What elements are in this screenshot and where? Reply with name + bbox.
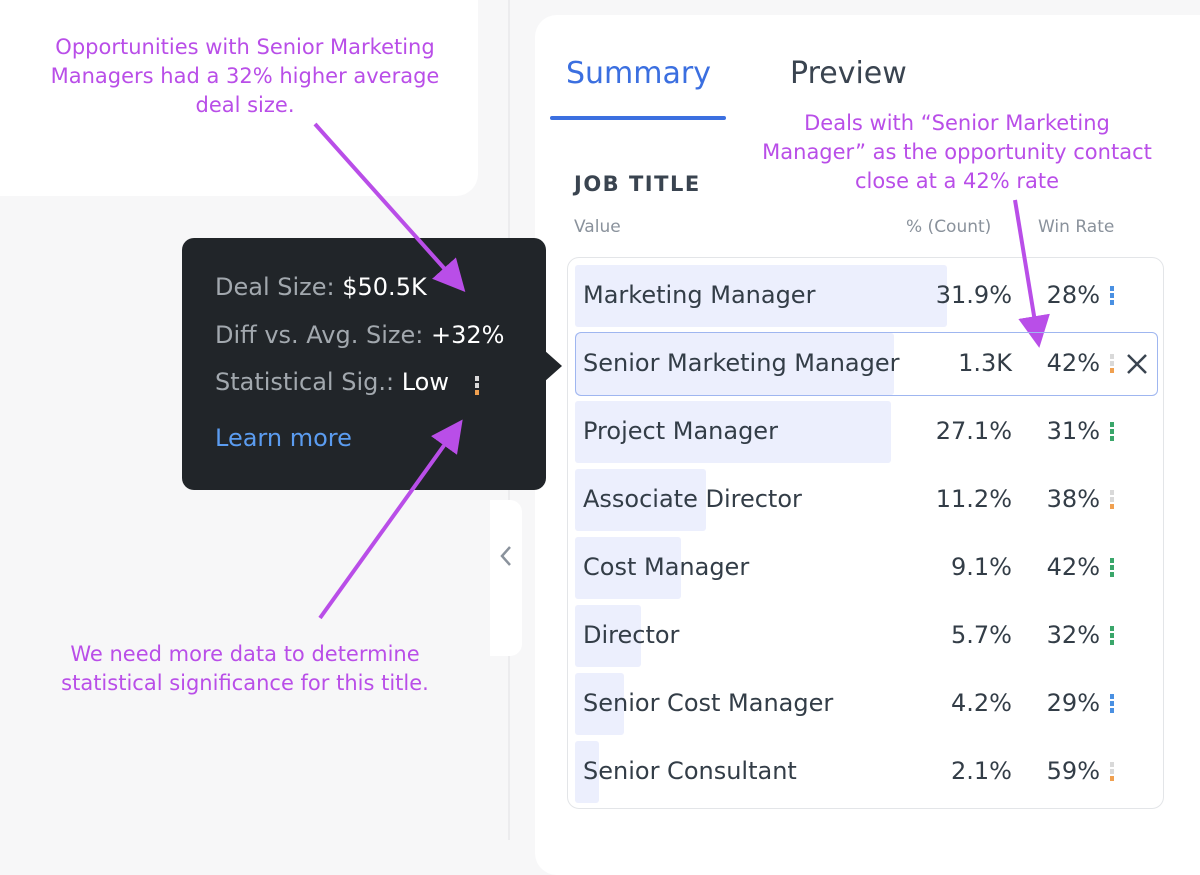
row-label: Project Manager xyxy=(583,417,778,445)
row-share: 2.1% xyxy=(951,757,1012,785)
signal-segment xyxy=(1110,429,1114,434)
close-icon xyxy=(1127,354,1147,374)
signal-segment xyxy=(1110,626,1114,631)
tooltip-value: +32% xyxy=(430,321,505,349)
collapse-button[interactable] xyxy=(490,500,522,656)
signal-segment xyxy=(1110,354,1114,359)
table xyxy=(567,257,1164,809)
row-label: Marketing Manager xyxy=(583,281,816,309)
screen: {"annotations": ["Opportunities with Sen… xyxy=(50,0,1164,840)
tooltip-row: Deal Size: $50.5K xyxy=(215,273,427,301)
row-label: Senior Marketing Manager xyxy=(583,349,900,377)
row-win-rate: 31% xyxy=(1046,417,1100,445)
row-win-rate: 42% xyxy=(1046,553,1100,581)
signal-segment xyxy=(1110,701,1114,706)
row-share: 11.2% xyxy=(935,485,1012,513)
tooltip-row: Diff vs. Avg. Size: +32% xyxy=(215,321,504,349)
signal-segment xyxy=(1110,497,1114,502)
signal-segment xyxy=(1110,565,1114,570)
selected-row xyxy=(575,332,1158,396)
row-share: 4.2% xyxy=(951,689,1012,717)
annotation: We need more data to determine statistic… xyxy=(61,642,429,695)
row-win-rate: 59% xyxy=(1046,757,1100,785)
row-win-rate: 32% xyxy=(1046,621,1100,649)
signal-segment xyxy=(1110,776,1114,781)
row-share: 31.9% xyxy=(935,281,1012,309)
bar xyxy=(575,333,895,395)
signal-segment xyxy=(1110,633,1114,638)
bar xyxy=(575,673,624,735)
row-label: Director xyxy=(583,621,680,649)
tooltip-arrow xyxy=(544,350,562,382)
tooltip-label: Diff vs. Avg. Size: xyxy=(215,321,424,349)
row-label: Cost Manager xyxy=(583,553,750,581)
signal-segment xyxy=(1110,572,1114,577)
row-label: Associate Director xyxy=(583,485,802,513)
bar xyxy=(575,605,642,667)
signal-segment xyxy=(1110,361,1114,366)
row-share: 9.1% xyxy=(951,553,1012,581)
signal-segment xyxy=(1110,762,1114,767)
section-title: JOB TITLE xyxy=(574,172,701,196)
row-win-rate: 28% xyxy=(1046,281,1100,309)
tab[interactable]: Summary xyxy=(566,56,711,91)
row-win-rate: 29% xyxy=(1046,689,1100,717)
bar xyxy=(575,537,682,599)
chevron-icon xyxy=(500,546,511,566)
row-label: Senior Consultant xyxy=(583,757,797,785)
tooltip-label: Deal Size: xyxy=(215,273,335,301)
bar xyxy=(575,741,600,803)
signal-segment xyxy=(1110,293,1114,298)
column-header: Value xyxy=(574,217,621,237)
row-win-rate: 38% xyxy=(1046,485,1100,513)
signal-segment xyxy=(1110,422,1114,427)
annotation: Deals with “Senior Marketing Manager” as… xyxy=(762,111,1152,193)
close-button[interactable] xyxy=(1126,353,1148,375)
signal-segment xyxy=(1110,300,1114,305)
tab-indicator xyxy=(550,116,726,120)
signal-segment xyxy=(1110,286,1114,291)
signal-segment xyxy=(1110,708,1114,713)
signal-segment xyxy=(475,376,479,381)
row-share: 27.1% xyxy=(935,417,1012,445)
signal-segment xyxy=(1110,694,1114,699)
column-header: % (Count) xyxy=(906,217,992,237)
signal-segment xyxy=(1110,504,1114,509)
tab[interactable]: Preview xyxy=(790,56,907,91)
learn-more-link[interactable]: Learn more xyxy=(215,424,352,452)
signal-segment xyxy=(1110,368,1114,373)
tooltip-value: Low xyxy=(401,368,449,396)
signal-segment xyxy=(475,383,479,388)
column-header: Win Rate xyxy=(1038,217,1115,237)
tooltip-value: $50.5K xyxy=(342,273,427,301)
row-share: 1.3K xyxy=(958,349,1012,377)
signal-segment xyxy=(1110,436,1114,441)
signal-segment xyxy=(1110,640,1114,645)
signal-segment xyxy=(1110,490,1114,495)
signal-segment xyxy=(1110,769,1114,774)
bar xyxy=(575,265,947,327)
row-share: 5.7% xyxy=(951,621,1012,649)
annotation: Opportunities with Senior Marketing Mana… xyxy=(50,35,440,117)
signal-segment xyxy=(475,390,479,395)
row-win-rate: 42% xyxy=(1046,349,1100,377)
tooltip-row: Statistical Sig.: Low xyxy=(215,368,449,396)
tooltip-label: Statistical Sig.: xyxy=(215,368,395,396)
bar xyxy=(575,401,891,463)
signal-segment xyxy=(1110,558,1114,563)
row-label: Senior Cost Manager xyxy=(583,689,834,717)
bar xyxy=(575,469,706,531)
